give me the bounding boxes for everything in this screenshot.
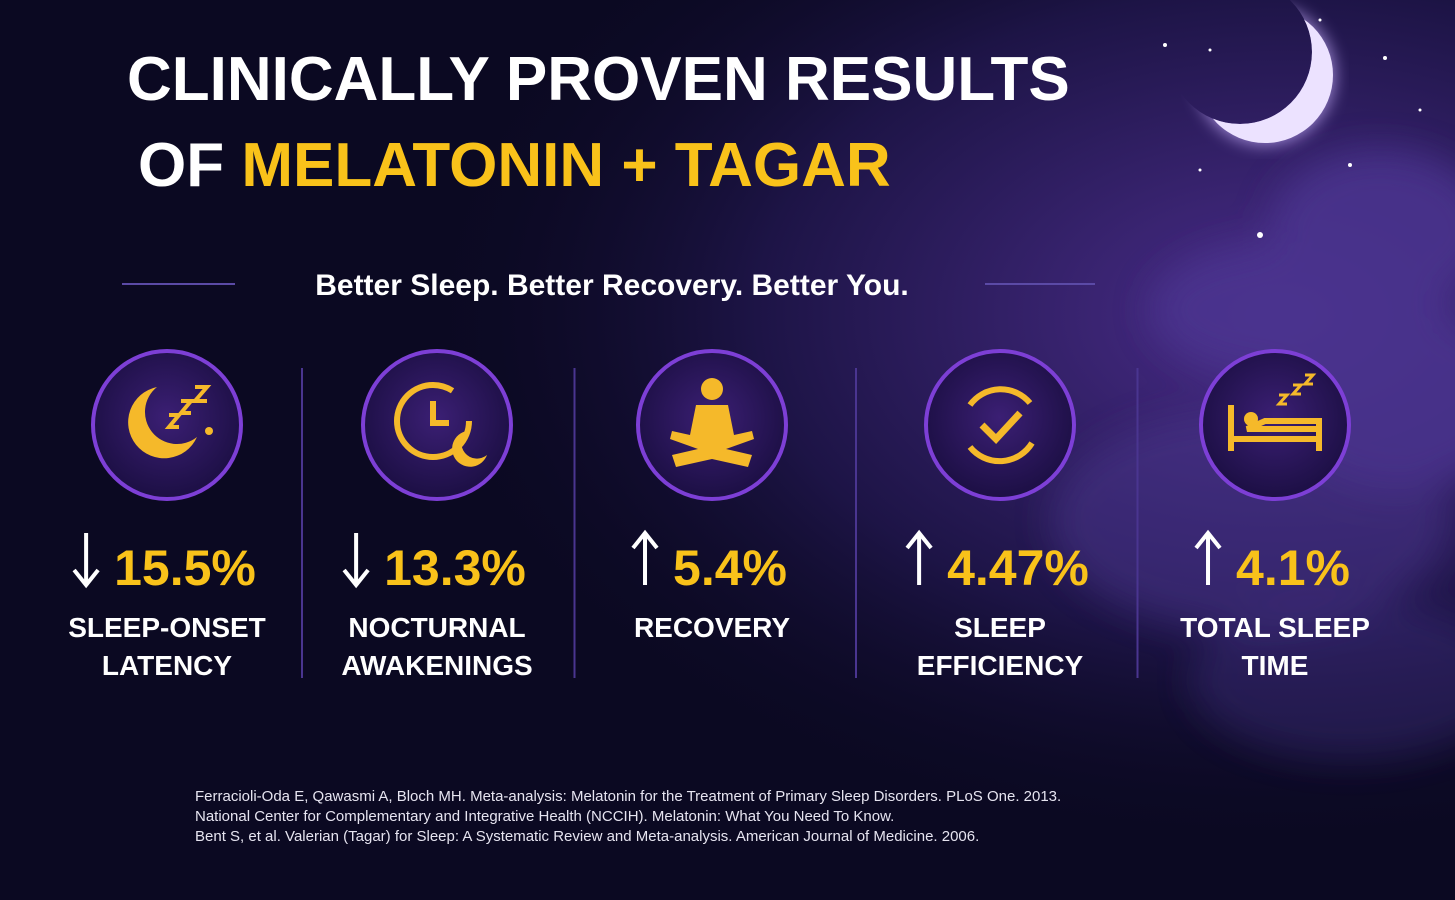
trend-arrow [1194,529,1222,585]
stats: 15.5% SLEEP-ONSET LATENCY 13.3% NOCTURNAL AWA… [68,349,1370,681]
stat-label: NOCTURNAL [348,612,525,643]
stat-label: EFFICIENCY [917,650,1084,681]
reference: Ferracioli-Oda E, Qawasmi A, Bloch MH. M… [195,788,1061,805]
icon-body [670,405,754,467]
icon-circle [91,349,243,501]
title-line1: CLINICALLY PROVEN RESULTS [127,45,1070,114]
stat-card: 5.4% RECOVERY [573,349,790,678]
title-line2: OF MELATONIN + TAGAR [138,131,891,200]
trend-arrow [342,533,370,589]
stat-label: SLEEP [954,612,1046,643]
trend-arrow [72,533,100,589]
icon-check [979,410,1023,445]
references: Ferracioli-Oda E, Qawasmi A, Bloch MH. M… [195,788,1061,845]
icon [394,382,487,467]
icon [128,385,213,459]
stat-card: 4.47% SLEEP EFFICIENCY [855,349,1089,681]
icon [670,378,754,467]
icon-circle [1199,349,1351,501]
icon-zzz [164,385,212,429]
stat-card: 4.1% TOTAL SLEEP TIME [1136,349,1370,681]
stat-label: TOTAL SLEEP [1180,612,1370,643]
stars [1163,18,1422,238]
stat-value: 15.5% [114,540,256,596]
title-prefix: OF [138,131,224,200]
stat-card: 13.3% NOCTURNAL AWAKENINGS [301,349,533,681]
clouds [1050,150,1455,760]
icon-circle [924,349,1076,501]
icon-clock [394,382,472,460]
stat-card: 15.5% SLEEP-ONSET LATENCY [68,349,266,681]
icon-hands [430,401,449,426]
stat-label: SLEEP-ONSET [68,612,266,643]
stat-value: 5.4% [673,540,787,596]
reference: National Center for Complementary and In… [195,808,894,825]
icon-star [205,427,213,435]
icon-bed [1228,405,1322,451]
stat-label: RECOVERY [634,612,790,643]
icon-moon [452,431,487,467]
icon [1228,373,1322,451]
trend-arrow [905,529,933,585]
icon-head [701,378,723,400]
stat-value: 4.47% [947,540,1089,596]
icon-zzz [1275,373,1317,406]
stat-label: LATENCY [102,650,232,681]
stat-label: TIME [1242,650,1309,681]
stat-value: 13.3% [384,540,526,596]
icon-head [1244,412,1258,426]
moon [1197,7,1333,143]
subtitle: Better Sleep. Better Recovery. Better Yo… [315,269,909,302]
icon-moon [128,387,197,459]
trend-arrow [631,529,659,585]
reference: Bent S, et al. Valerian (Tagar) for Slee… [195,828,979,845]
stat-label: AWAKENINGS [341,650,532,681]
title-highlight: MELATONIN + TAGAR [241,131,890,200]
icon [967,386,1035,465]
icon-arcs [967,386,1035,465]
stat-value: 4.1% [1236,540,1350,596]
